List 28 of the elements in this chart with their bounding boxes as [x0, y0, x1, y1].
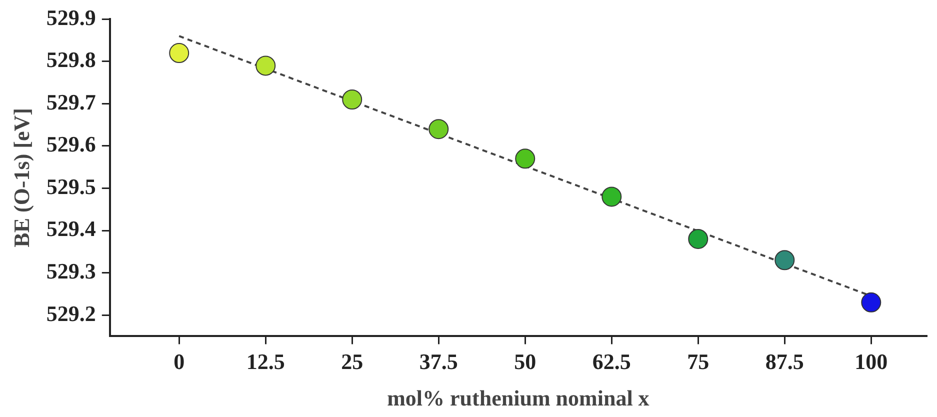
y-tick-label: 529.5: [46, 174, 96, 199]
y-axis-title: BE (O-1s) [eV]: [8, 108, 34, 248]
y-tick-label: 529.2: [46, 300, 96, 326]
x-tick-label: 62.5: [592, 349, 631, 374]
point: [861, 292, 882, 312]
point: [256, 56, 276, 76]
point: [342, 90, 362, 110]
y-tick-label: 529.8: [46, 47, 96, 72]
point: [774, 250, 795, 270]
point: [688, 228, 708, 249]
x-tick-label: 37.5: [419, 349, 458, 374]
y-tick-label: 529.4: [46, 216, 96, 242]
x-tick-label: 12.5: [246, 349, 285, 374]
y-tick-label: 529.9: [46, 4, 96, 30]
point: [602, 186, 622, 207]
x-tick-label: 25: [341, 349, 364, 374]
y-tick-label: 529.3: [46, 258, 96, 284]
point: [169, 43, 190, 64]
y-tick-label: 529.6: [46, 132, 96, 157]
y-tick-label: 529.7: [46, 89, 96, 114]
x-tick-label: 0: [174, 349, 185, 374]
x-tick-label: 75: [687, 349, 710, 374]
point: [428, 119, 449, 140]
x-axis-title: mol% ruthenium nominal x: [387, 385, 650, 410]
x-tick-label: 100: [854, 349, 888, 374]
x-tick-label: 50: [514, 349, 536, 374]
point: [515, 148, 536, 169]
x-tick-label: 87.5: [765, 349, 804, 374]
